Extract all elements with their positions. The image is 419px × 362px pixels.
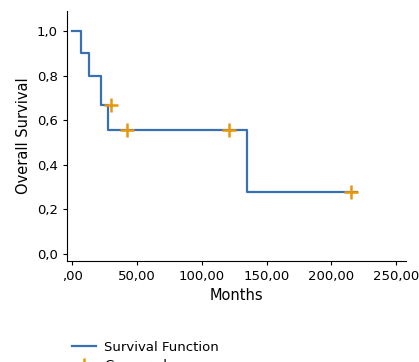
X-axis label: Months: Months [210,288,264,303]
Legend: Survival Function, Censored: Survival Function, Censored [67,336,224,362]
Y-axis label: Overall Survival: Overall Survival [16,77,31,194]
